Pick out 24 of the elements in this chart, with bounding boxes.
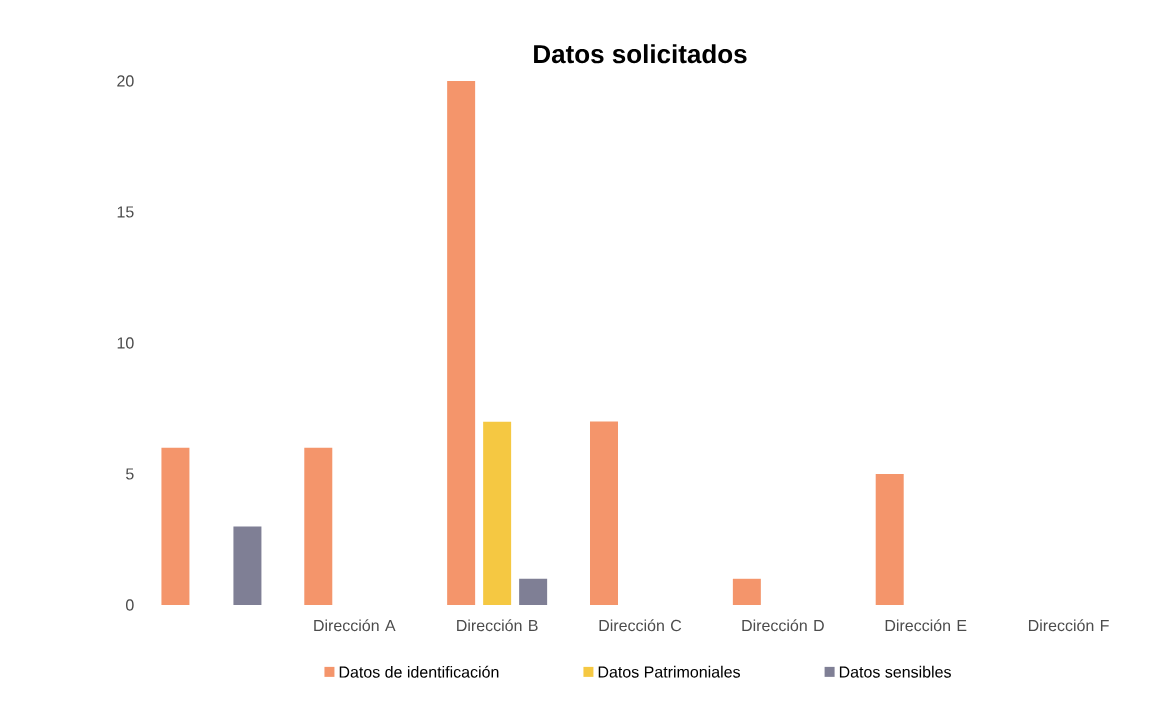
- y-tick-label: 10: [117, 337, 134, 349]
- x-tick-label: Dirección F: [1028, 619, 1109, 632]
- y-tick-label: 15: [117, 206, 134, 218]
- x-tick-label: Dirección C: [599, 619, 682, 632]
- legend-label: Datos Patrimoniales: [598, 665, 740, 678]
- y-tick-label: 0: [126, 599, 134, 611]
- bar: [304, 447, 333, 605]
- bar: [233, 526, 262, 605]
- x-tick-label: Dirección D: [742, 619, 824, 632]
- legend-label: Datos de identificación: [339, 665, 499, 678]
- bar: [732, 578, 761, 605]
- x-tick-label: Dirección E: [885, 619, 967, 632]
- bar: [519, 578, 548, 605]
- chart-title: Datos solicitados: [534, 44, 747, 64]
- y-tick-label: 5: [126, 468, 134, 480]
- x-tick-label: Dirección A: [314, 619, 396, 632]
- bar: [447, 80, 476, 605]
- bar: [875, 473, 904, 605]
- y-tick-label: 20: [117, 75, 134, 87]
- legend-label: Datos sensibles: [839, 665, 951, 678]
- bar: [161, 447, 190, 605]
- x-tick-label: Dirección B: [457, 619, 538, 632]
- bar: [483, 421, 512, 605]
- bar: [590, 421, 618, 605]
